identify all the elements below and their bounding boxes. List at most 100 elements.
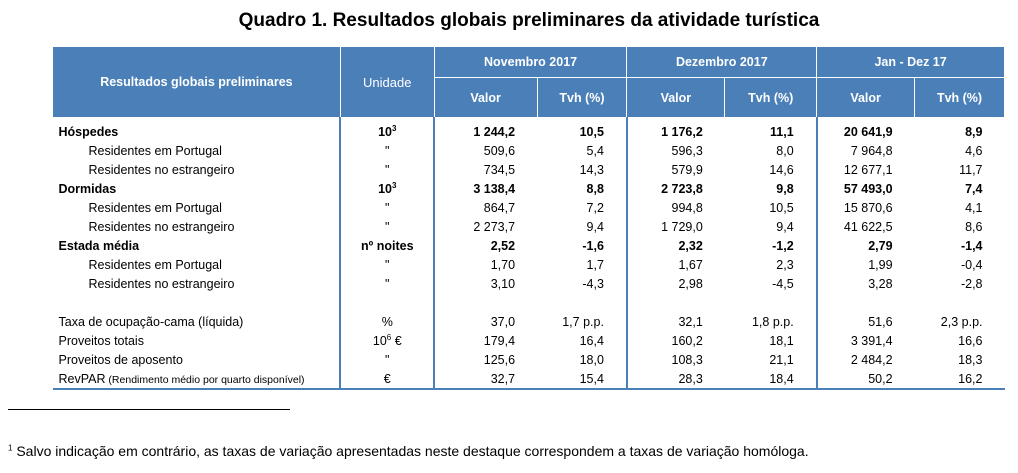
tvh-cell: 11,1 <box>770 124 794 139</box>
tvh-cell: 18,4 <box>724 369 817 390</box>
tvh-cell: -1,2 <box>772 238 794 253</box>
value-cell: 994,8 <box>625 198 725 217</box>
header-period: Dezembro 2017 <box>626 46 818 78</box>
row-unit: " <box>339 274 435 293</box>
tvh-cell: 1,8 p.p. <box>751 314 794 329</box>
unit-exponent: 3 <box>392 180 397 190</box>
tvh-cell: 16,6 <box>958 333 983 348</box>
row-label: Residentes em Portugal <box>53 141 341 160</box>
row-label-text: Residentes no estrangeiro <box>88 219 235 234</box>
value-cell: 2 273,7 <box>433 217 538 236</box>
value-cell: 108,3 <box>625 350 725 369</box>
value-cell: 3 138,4 <box>433 179 538 198</box>
value-cell: 2,52 <box>433 236 538 255</box>
table-row: Residentes no estrangeiro " 2 273,7 9,4 1 72… <box>53 217 1005 236</box>
value-cell: 57 493,0 <box>815 179 915 198</box>
unit-text: 10 <box>372 334 387 349</box>
tvh-cell: 5,4 <box>586 143 604 158</box>
value-cell: 3,28 <box>815 274 915 293</box>
header-tvh: Tvh (%) <box>724 77 818 118</box>
value-cell: 3 391,4 <box>815 331 915 350</box>
tvh-cell: 2,3 <box>776 257 794 272</box>
tvh-cell: 18,1 <box>769 333 794 348</box>
row-label-text: Dormidas <box>58 181 117 196</box>
table-row: Taxa de ocupação-cama (líquida)% 37,0 1,7 … <box>53 312 1005 331</box>
header-valor: Valor <box>626 77 726 118</box>
row-unit: 106 € <box>339 331 435 350</box>
tvh-cell: 4,1 <box>965 200 983 215</box>
unit-exponent: 3 <box>392 123 397 133</box>
tvh-cell: 21,1 <box>769 352 794 367</box>
row-label-text: Proveitos totais <box>58 333 144 348</box>
tvh-cell: 14,6 <box>769 162 794 177</box>
row-label-text: Hóspedes <box>58 124 119 139</box>
row-label-note: (Rendimento médio por quarto disponível) <box>105 373 305 386</box>
tvh-cell: 8,8 <box>586 181 604 196</box>
row-label: Residentes no estrangeiro <box>53 274 341 293</box>
row-label: Taxa de ocupação-cama (líquida) <box>53 312 341 331</box>
tvh-cell: 16,2 <box>914 369 1005 390</box>
value-cell: 1 176,2 <box>625 117 725 141</box>
footnote-mark: 1 <box>8 443 13 453</box>
row-label-text: Residentes em Portugal <box>88 257 222 272</box>
row-label: Residentes no estrangeiro <box>53 160 341 179</box>
tvh-cell: 8,9 <box>965 124 983 139</box>
tvh-cell: 14,3 <box>579 162 604 177</box>
value-cell: 1,67 <box>625 255 725 274</box>
row-unit: % <box>339 312 435 331</box>
unit-text: 10 <box>378 125 392 140</box>
row-unit: " <box>339 141 435 160</box>
unit-text: % <box>381 314 393 329</box>
header-period: Novembro 2017 <box>433 46 628 78</box>
tvh-cell: -1,6 <box>582 238 604 253</box>
unit-text: " <box>385 352 390 367</box>
row-label: Proveitos totais <box>53 331 341 350</box>
row-label: RevPAR (Rendimento médio por quarto disp… <box>52 369 341 390</box>
table-title: Quadro 1. Resultados globais preliminare… <box>238 10 820 31</box>
row-label-text: Taxa de ocupação-cama (líquida) <box>58 314 244 329</box>
row-label: Estada média <box>53 236 341 255</box>
unit-suffix: € <box>391 334 402 349</box>
value-cell: 2,98 <box>625 274 725 293</box>
value-cell: 596,3 <box>625 141 725 160</box>
unit-text: " <box>385 257 390 272</box>
unit-text: " <box>385 219 390 234</box>
tvh-cell: 9,8 <box>776 181 794 196</box>
value-cell: 37,0 <box>433 312 538 331</box>
header-valor: Valor <box>433 77 538 118</box>
row-unit: 103 <box>339 117 435 141</box>
value-cell: 51,6 <box>815 312 915 331</box>
table-row: Hóspedes 103 1 244,2 10,5 1 176,2 11,1 20 641,… <box>53 117 1005 141</box>
value-cell: 734,5 <box>433 160 538 179</box>
value-cell: 15 870,6 <box>815 198 915 217</box>
table-row: Residentes no estrangeiro " 734,5 14,3 579,9… <box>53 160 1005 179</box>
value-cell: 7 964,8 <box>815 141 915 160</box>
value-cell: 12 677,1 <box>815 160 915 179</box>
footnote-text: Salvo indicação em contrário, as taxas d… <box>12 443 809 459</box>
header-tvh: Tvh (%) <box>914 77 1005 118</box>
tvh-cell: 1,7 <box>586 257 604 272</box>
row-unit: " <box>339 160 435 179</box>
tvh-cell: 15,4 <box>537 369 627 390</box>
row-unit: " <box>339 198 435 217</box>
row-label-text: Residentes no estrangeiro <box>88 276 235 291</box>
tvh-cell: 9,4 <box>586 219 604 234</box>
row-unit: 103 <box>339 179 435 198</box>
header-label: Resultados globais preliminares <box>52 46 341 118</box>
unit-text: " <box>385 143 390 158</box>
table-row: Residentes em Portugal " 864,7 7,2 994,8 10,5… <box>53 198 1005 217</box>
value-cell: 1,70 <box>433 255 538 274</box>
tvh-cell: 4,6 <box>965 143 983 158</box>
tvh-cell: 10,5 <box>579 124 604 139</box>
value-cell: 28,3 <box>625 369 725 390</box>
table-row <box>53 293 1005 312</box>
row-label: Residentes em Portugal <box>53 255 341 274</box>
value-cell: 3,10 <box>433 274 538 293</box>
row-label: Proveitos de aposento <box>53 350 341 369</box>
table-row: Proveitos totais 106 €179,4 16,4 160,2 18,1 3… <box>53 331 1005 350</box>
tvh-cell: -4,5 <box>772 276 794 291</box>
value-cell: 1,99 <box>815 255 915 274</box>
header-unit: Unidade <box>339 46 435 118</box>
table-row: Residentes em Portugal " 1,70 1,7 1,67 2,3 1,9… <box>53 255 1005 274</box>
value-cell: 2 484,2 <box>815 350 915 369</box>
